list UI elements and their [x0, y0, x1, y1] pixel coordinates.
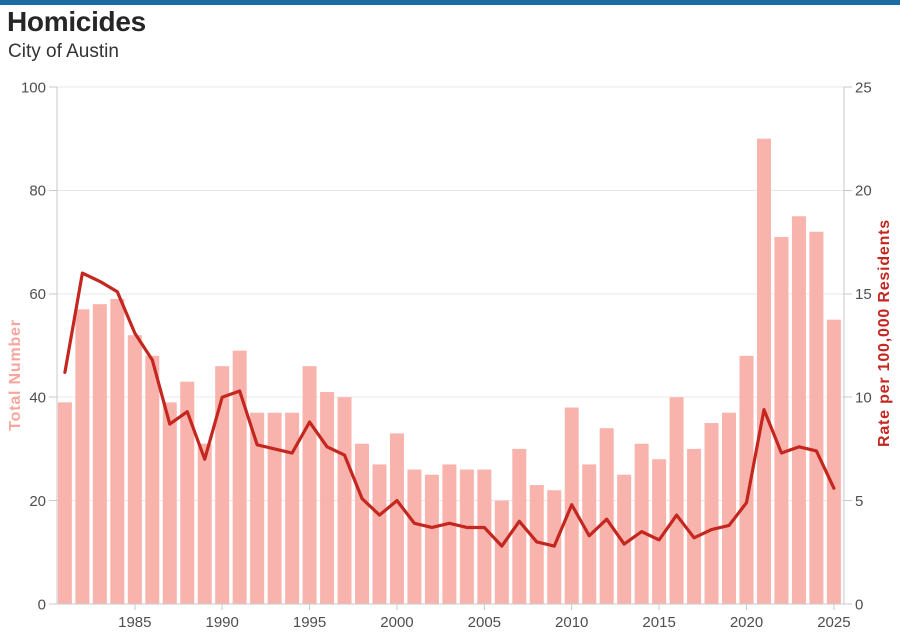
- right-axis-title: Rate per 100,000 Residents: [876, 219, 893, 447]
- bar-1999: [372, 464, 387, 604]
- left-tick-label-40: 40: [29, 389, 46, 406]
- bar-1984: [110, 298, 125, 604]
- bar-2008: [529, 485, 544, 604]
- x-tick-label-1995: 1995: [293, 614, 326, 631]
- left-tick-label-80: 80: [29, 183, 46, 200]
- bar-2020: [739, 355, 754, 604]
- left-tick-label-60: 60: [29, 286, 46, 303]
- bar-2015: [652, 459, 667, 604]
- bar-2018: [704, 423, 719, 604]
- bar-1993: [267, 412, 282, 604]
- bar-2002: [424, 474, 439, 604]
- x-tick-label-2010: 2010: [555, 614, 588, 631]
- bar-1997: [337, 397, 352, 604]
- bar-1991: [232, 350, 247, 604]
- bar-2024: [809, 231, 824, 604]
- bar-1989: [197, 443, 212, 604]
- right-tick-label-5: 5: [855, 493, 863, 510]
- page-subtitle: City of Austin: [8, 41, 119, 62]
- top-accent-bar: [0, 0, 900, 5]
- left-tick-label-20: 20: [29, 493, 46, 510]
- bar-1986: [145, 355, 160, 604]
- bar-1985: [127, 335, 142, 604]
- bar-2000: [389, 433, 404, 604]
- right-tick-label-15: 15: [855, 286, 872, 303]
- bar-1998: [355, 443, 370, 604]
- bar-1992: [250, 412, 265, 604]
- x-tick-label-2015: 2015: [642, 614, 675, 631]
- x-tick-label-2025: 2025: [817, 614, 850, 631]
- bar-1988: [180, 381, 195, 604]
- bar-1994: [285, 412, 300, 604]
- x-tick-label-2020: 2020: [730, 614, 763, 631]
- bar-2001: [407, 469, 422, 604]
- bar-2013: [617, 474, 632, 604]
- bar-2007: [512, 448, 527, 604]
- bar-1996: [320, 392, 335, 604]
- bar-1995: [302, 366, 317, 604]
- right-tick-label-10: 10: [855, 389, 872, 406]
- bar-1987: [162, 402, 177, 604]
- bar-2014: [634, 443, 649, 604]
- bar-1983: [92, 304, 107, 604]
- left-tick-label-0: 0: [38, 596, 46, 613]
- bar-2016: [669, 397, 684, 604]
- rate-line-layer: [63, 271, 836, 548]
- left-tick-label-100: 100: [21, 79, 46, 96]
- right-tick-label-25: 25: [855, 79, 872, 96]
- bar-2004: [459, 469, 474, 604]
- bar-2023: [791, 216, 806, 604]
- bar-2005: [477, 469, 492, 604]
- bar-1990: [215, 366, 230, 604]
- x-tick-label-1985: 1985: [118, 614, 151, 631]
- bar-2025: [826, 319, 841, 604]
- total-number-bars: [57, 138, 841, 604]
- bar-2003: [442, 464, 457, 604]
- bar-1982: [75, 309, 90, 604]
- right-tick-label-20: 20: [855, 183, 872, 200]
- page-title: Homicides: [7, 6, 146, 37]
- x-tick-label-2000: 2000: [380, 614, 413, 631]
- bar-2006: [494, 500, 509, 604]
- left-axis-title: Total Number: [7, 319, 24, 431]
- bar-2017: [687, 448, 702, 604]
- right-tick-label-0: 0: [855, 596, 863, 613]
- bar-2022: [774, 236, 789, 604]
- x-tick-label-1990: 1990: [206, 614, 239, 631]
- bar-2019: [722, 412, 737, 604]
- bar-2021: [756, 138, 771, 604]
- rate-line: [63, 271, 836, 548]
- bar-2012: [599, 428, 614, 604]
- bar-1981: [57, 402, 72, 604]
- x-tick-label-2005: 2005: [468, 614, 501, 631]
